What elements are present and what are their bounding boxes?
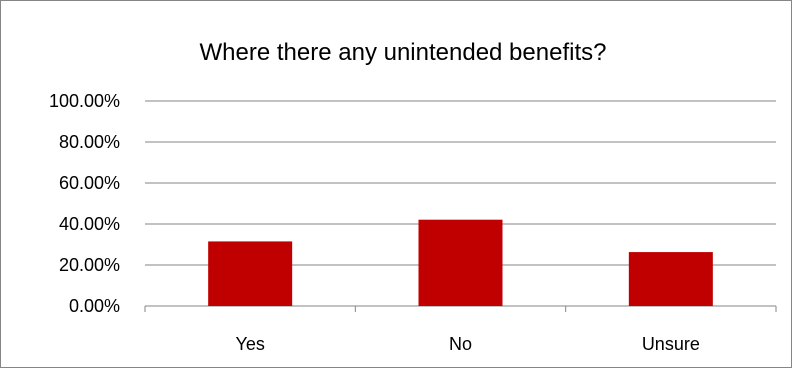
y-tick-label: 20.00%: [59, 255, 120, 275]
y-tick-label: 80.00%: [59, 132, 120, 152]
x-category-label: Yes: [235, 334, 264, 354]
y-axis-tick-labels: 0.00% 20.00% 40.00% 60.00% 80.00% 100.00%: [49, 91, 120, 316]
y-tick-label: 40.00%: [59, 214, 120, 234]
bar-yes: [208, 241, 293, 306]
x-axis-category-labels: Yes No Unsure: [235, 334, 699, 354]
y-tick-label: 60.00%: [59, 173, 120, 193]
x-category-label: Unsure: [642, 334, 700, 354]
y-tick-label: 100.00%: [49, 91, 120, 111]
x-category-label: No: [449, 334, 472, 354]
bars: [208, 219, 713, 306]
bar-no: [418, 219, 503, 306]
chart-title: Where there any unintended benefits?: [200, 39, 607, 66]
bar-unsure: [628, 252, 713, 306]
y-tick-label: 0.00%: [69, 296, 120, 316]
x-axis: [144, 306, 777, 312]
